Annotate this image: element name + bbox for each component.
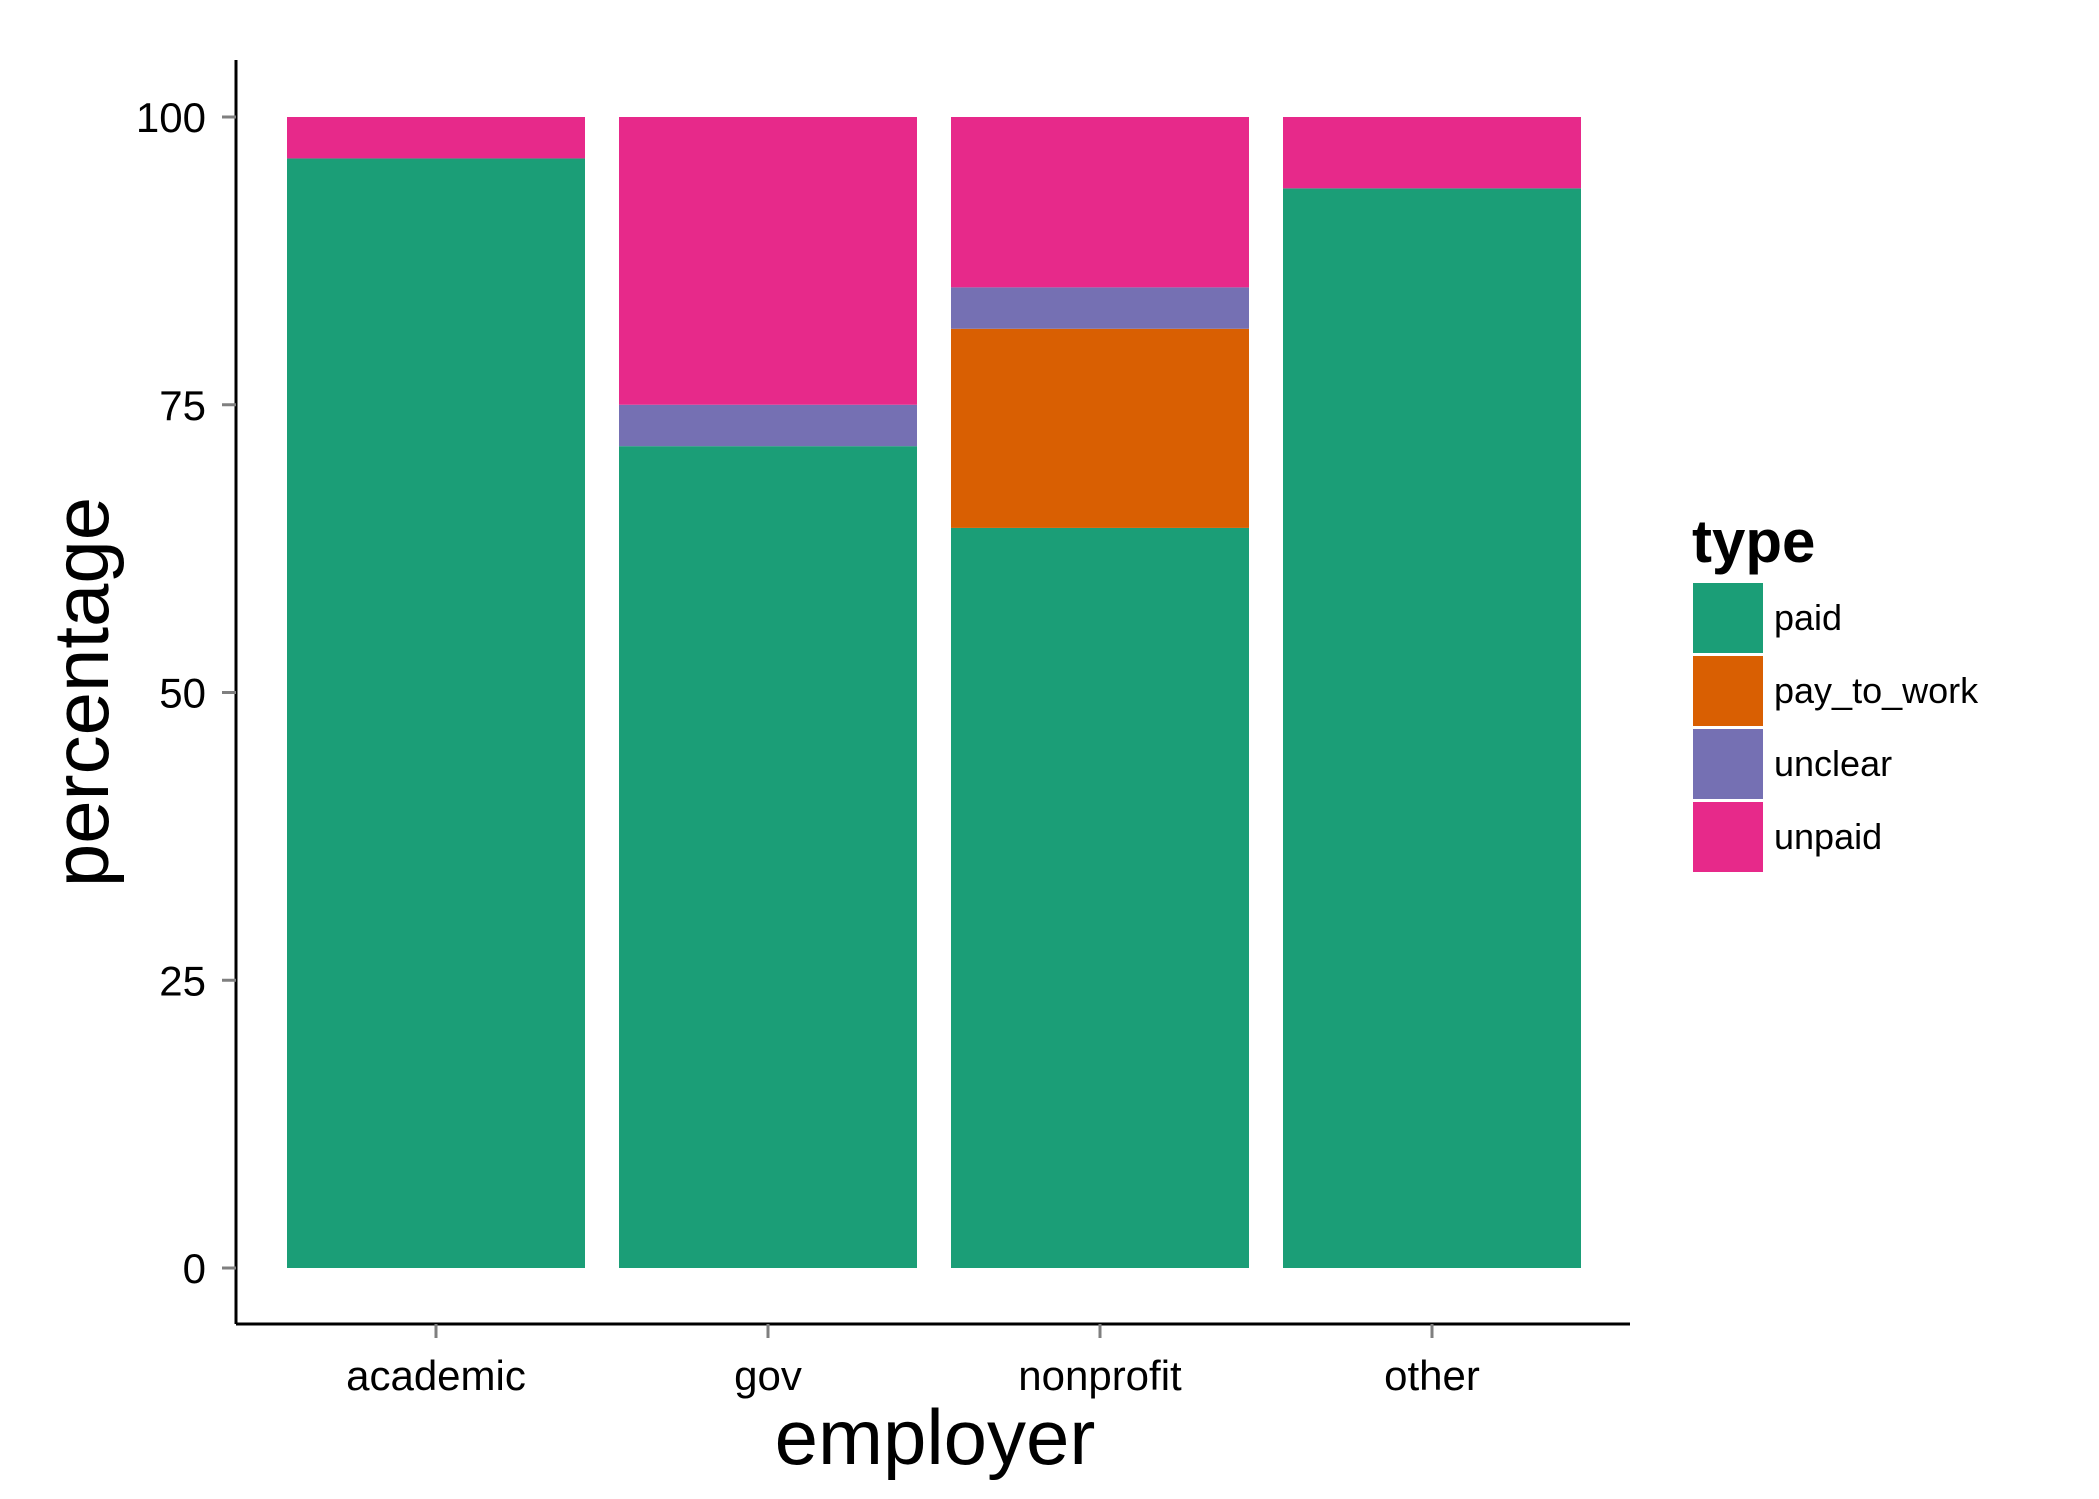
y-axis: 0 25 50 75 100	[136, 60, 238, 1324]
bar-academic-paid	[287, 158, 585, 1268]
x-tick-label: other	[1384, 1352, 1480, 1399]
bar-other-paid	[1283, 188, 1581, 1268]
legend-label-unclear: unclear	[1774, 743, 1892, 784]
legend-swatch-unpaid	[1691, 800, 1765, 874]
y-tick-label: 75	[159, 382, 206, 429]
plot-area	[287, 117, 1581, 1268]
y-tick-label: 50	[159, 670, 206, 717]
bar-nonprofit-pay-to-work	[951, 328, 1249, 528]
x-tick-label: nonprofit	[1018, 1352, 1182, 1399]
y-tick-label: 0	[183, 1245, 206, 1292]
bar-nonprofit-paid	[951, 527, 1249, 1268]
legend-swatch-pay-to-work	[1691, 654, 1765, 728]
y-axis-title: percentage	[37, 497, 125, 887]
x-axis: academic gov nonprofit other	[236, 1322, 1630, 1399]
x-axis-title: employer	[775, 1393, 1096, 1481]
legend-label-unpaid: unpaid	[1774, 816, 1882, 857]
y-tick-label: 25	[159, 957, 206, 1004]
y-tick-label: 100	[136, 94, 206, 141]
legend-swatch-unclear	[1691, 727, 1765, 801]
legend-swatch-paid	[1691, 581, 1765, 655]
x-tick-label: gov	[734, 1352, 802, 1399]
x-tick-label: academic	[346, 1352, 526, 1399]
bar-gov-unpaid	[619, 117, 917, 405]
bar-nonprofit-unpaid	[951, 117, 1249, 288]
legend-label-pay-to-work: pay_to_work	[1774, 670, 1979, 711]
bar-gov-unclear	[619, 404, 917, 447]
legend-label-paid: paid	[1774, 597, 1842, 638]
bar-academic-unpaid	[287, 117, 585, 159]
bar-nonprofit-unclear	[951, 287, 1249, 329]
bar-gov-paid	[619, 446, 917, 1268]
legend-title: type	[1692, 508, 1815, 575]
bar-other-unpaid	[1283, 117, 1581, 189]
